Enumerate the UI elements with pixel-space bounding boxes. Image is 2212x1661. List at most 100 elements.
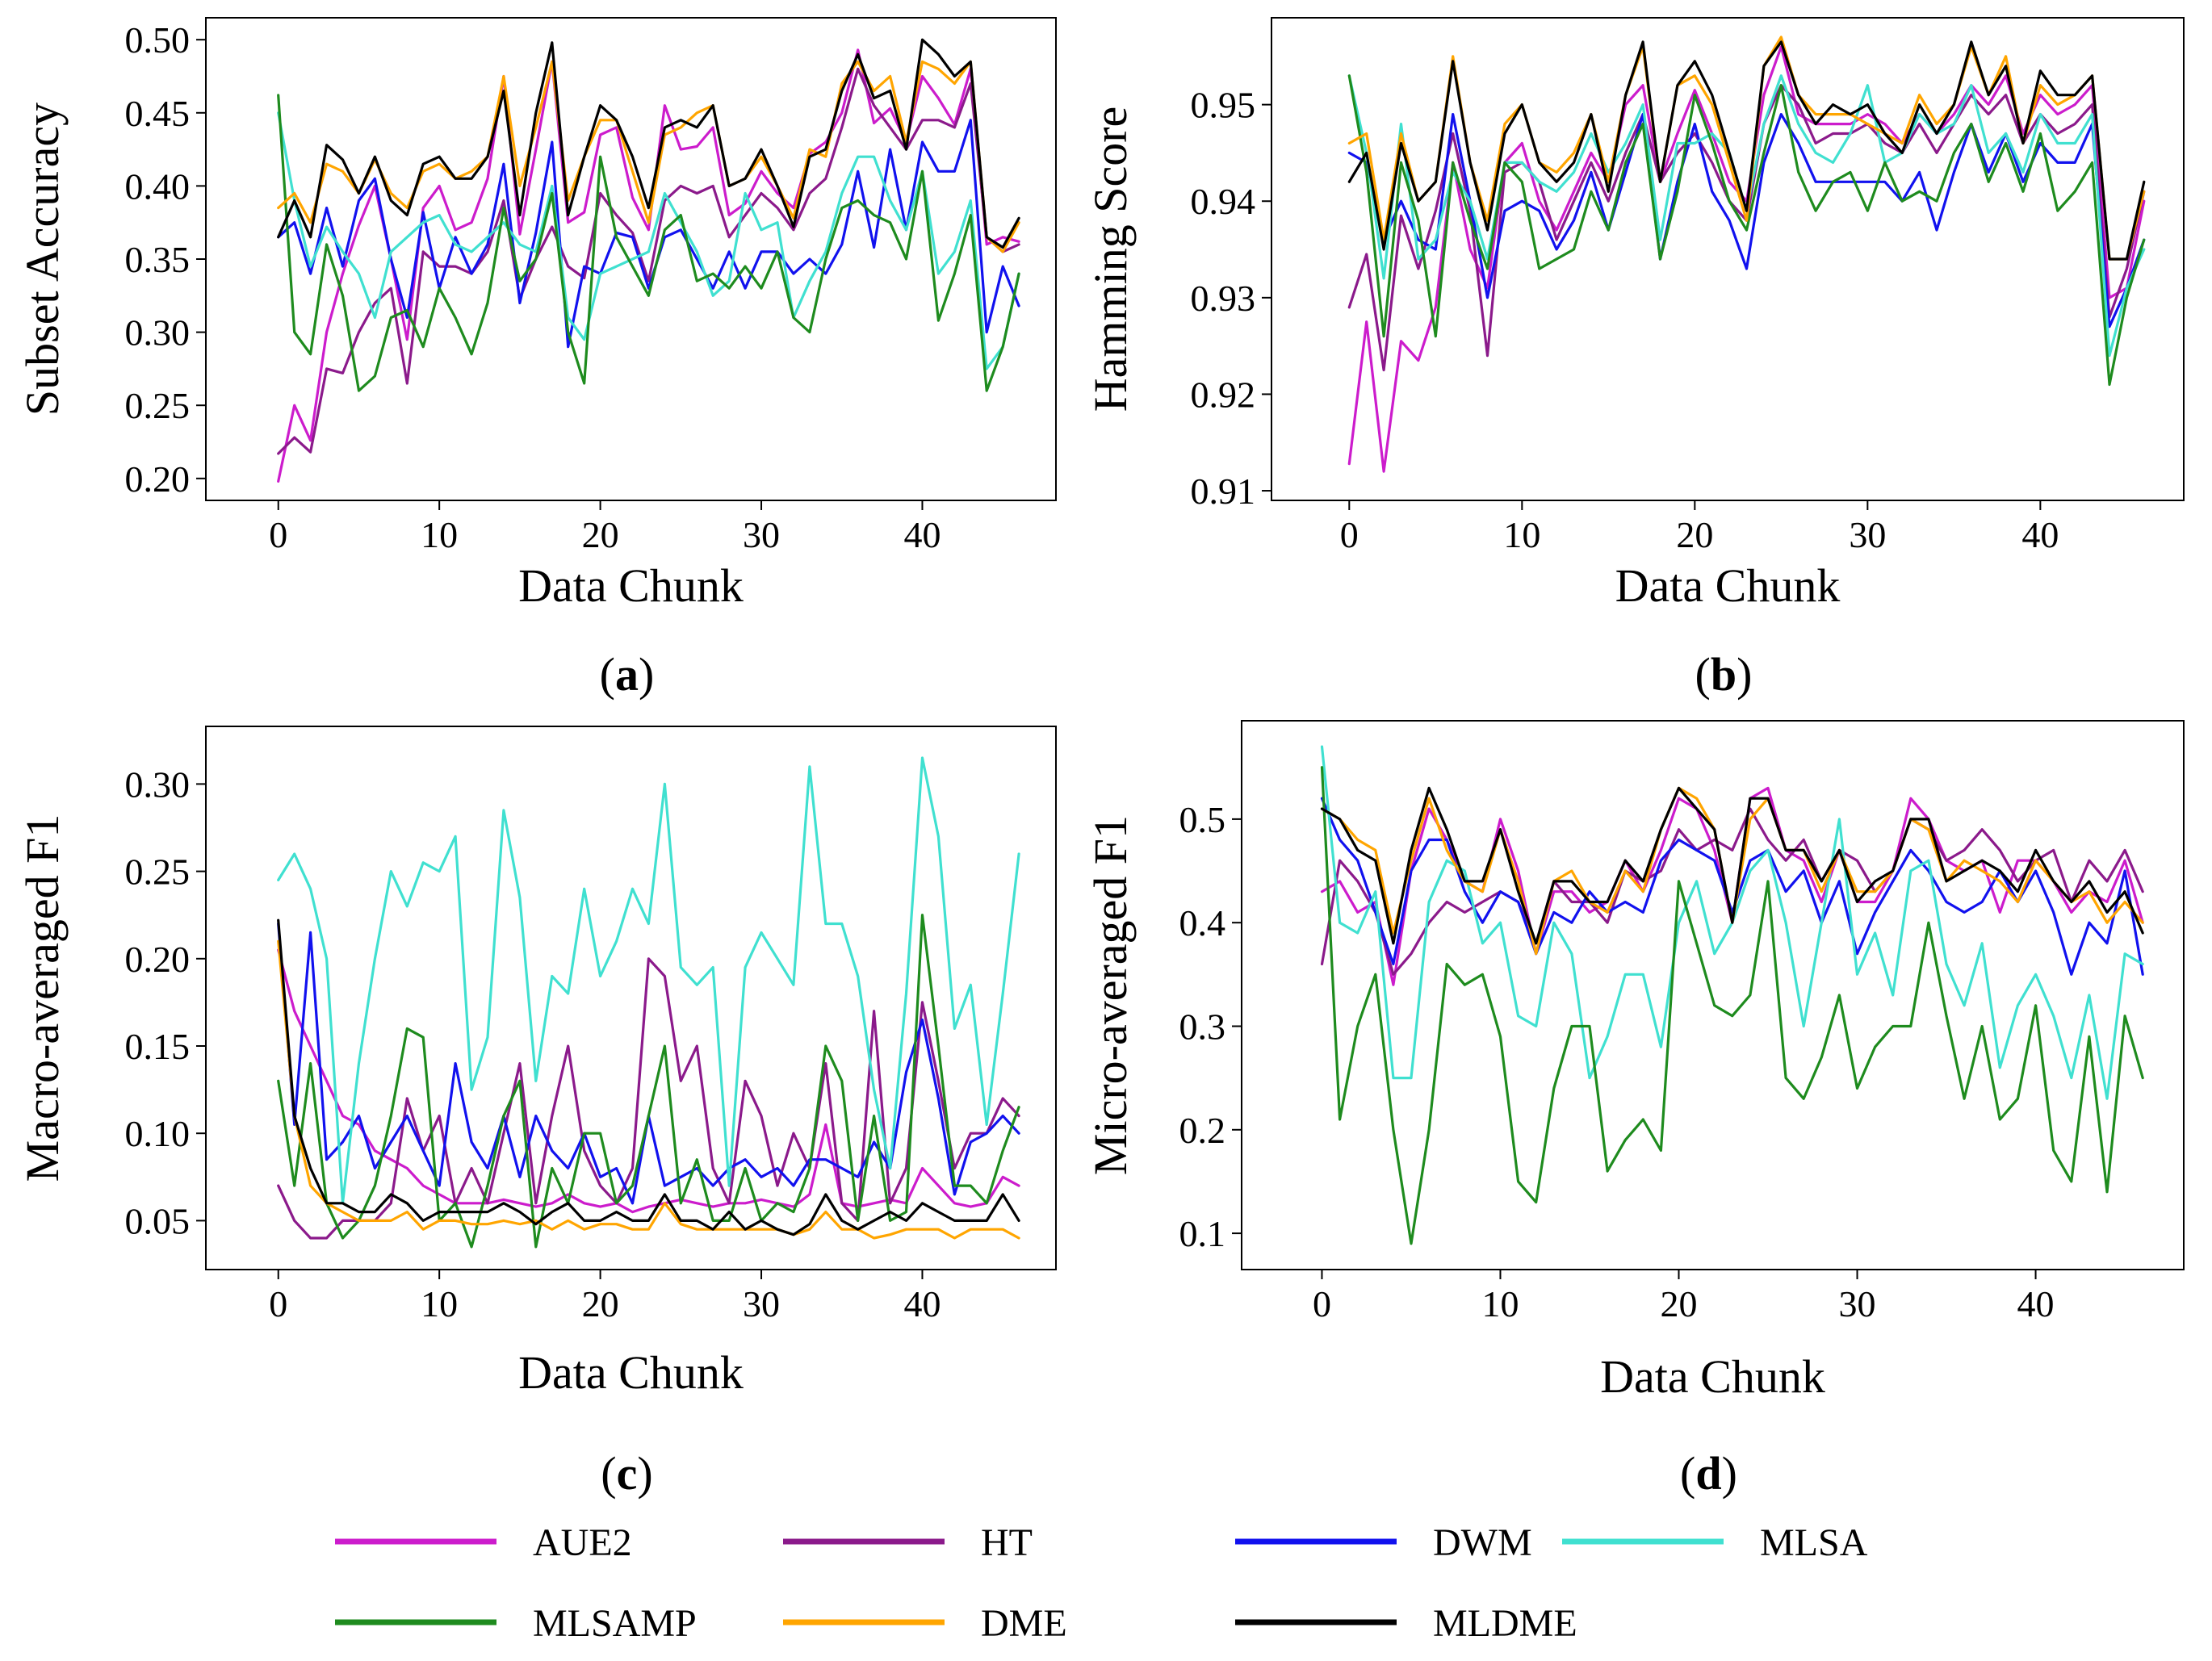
series-line-dme <box>1320 786 2144 956</box>
y-tick-label: 0.15 <box>125 1026 191 1067</box>
x-tick-label: 10 <box>1481 1283 1519 1324</box>
panel-label-letter: a <box>615 648 639 701</box>
panel-label: (d) <box>1680 1447 1737 1500</box>
legend-label: MLSAMP <box>533 1602 697 1645</box>
series-line-aue2 <box>277 48 1020 483</box>
legend-item-mlsa: MLSA <box>1562 1521 1868 1564</box>
y-axis-label: Subset Accuracy <box>16 103 69 416</box>
legend-label: MLDME <box>1433 1602 1577 1645</box>
x-tick-label: 20 <box>1676 514 1713 555</box>
y-axis-label: Macro-averaged F1 <box>16 814 69 1182</box>
x-tick-label: 40 <box>2021 514 2059 555</box>
y-axis-label: Hamming Score <box>1084 107 1137 412</box>
x-tick-label: 30 <box>743 514 780 555</box>
legend-item-mlsamp: MLSAMP <box>335 1602 697 1645</box>
series-line-ht <box>1320 807 2144 976</box>
y-tick-label: 0.30 <box>125 312 191 354</box>
series-line-dwm <box>1347 113 2146 328</box>
y-tick-label: 0.91 <box>1191 471 1256 512</box>
legend-label: MLSA <box>1760 1521 1868 1564</box>
series-line-mlsamp <box>277 914 1020 1249</box>
y-tick-label: 0.20 <box>125 939 191 980</box>
y-tick-label: 0.30 <box>125 764 191 805</box>
y-tick-label: 0.4 <box>1179 902 1226 943</box>
panel-label-letter: d <box>1695 1447 1721 1500</box>
y-tick-label: 0.05 <box>125 1200 191 1241</box>
panel-d-micro-averaged-f1: 0 10 20 30 40 0.1 0.2 0.3 0.4 0.5 Data Chunk Micro-… <box>1084 720 2185 1500</box>
legend-item-dwm: DWM <box>1235 1521 1532 1564</box>
series-line-ht <box>277 957 1020 1240</box>
series-line-mlsa <box>277 111 1020 370</box>
x-tick-label: 0 <box>269 514 287 555</box>
legend-item-ht: HT <box>783 1521 1033 1564</box>
series-line-mldme <box>277 38 1020 249</box>
y-tick-label: 0.40 <box>125 165 191 207</box>
series-line-dme <box>277 60 1020 253</box>
y-tick-label: 0.93 <box>1191 278 1256 319</box>
legend-label: AUE2 <box>533 1521 632 1564</box>
series-line-mlsa <box>277 756 1020 1205</box>
series-line-aue2 <box>277 948 1020 1214</box>
y-tick-label: 0.20 <box>125 458 191 500</box>
panel-label: (a) <box>600 648 655 701</box>
x-axis-label: Data Chunk <box>518 1346 744 1399</box>
x-tick-label: 0 <box>269 1283 287 1324</box>
series-line-dme <box>1347 36 2146 261</box>
series-line-dwm <box>277 119 1020 349</box>
legend-label: DME <box>981 1602 1067 1645</box>
x-tick-label: 0 <box>1340 514 1359 555</box>
y-tick-label: 0.2 <box>1179 1110 1226 1151</box>
x-tick-label: 20 <box>582 1283 619 1324</box>
x-tick-label: 30 <box>1849 514 1886 555</box>
y-tick-label: 0.35 <box>125 239 191 280</box>
panel-label-letter: c <box>617 1447 638 1500</box>
panel-a-subset-accuracy: 0 10 20 30 40 0.20 0.25 0.30 0.35 0.40 0.45 0.50 Dat… <box>16 17 1057 701</box>
panel-label: (c) <box>601 1447 652 1500</box>
x-tick-label: 0 <box>1313 1283 1331 1324</box>
y-axis-label: Micro-averaged F1 <box>1084 815 1137 1175</box>
x-tick-label: 30 <box>743 1283 780 1324</box>
y-tick-label: 0.95 <box>1191 85 1256 126</box>
panel-b-hamming-score: 0 10 20 30 40 0.91 0.92 0.93 0.94 0.95 Data Chunk H… <box>1084 17 2185 701</box>
legend-label: HT <box>981 1521 1033 1564</box>
series-line-aue2 <box>1347 45 2146 473</box>
y-tick-label: 0.94 <box>1191 181 1256 222</box>
plot-frame-b <box>1271 17 2185 501</box>
legend-item-aue2: AUE2 <box>335 1521 632 1564</box>
y-tick-label: 0.5 <box>1179 799 1226 840</box>
legend-item-mldme: MLDME <box>1235 1602 1577 1645</box>
x-tick-label: 40 <box>2017 1283 2055 1324</box>
x-axis-label: Data Chunk <box>1600 1350 1825 1403</box>
series-line-mldme <box>277 918 1020 1236</box>
plot-frame-d <box>1241 720 2185 1270</box>
series-line-dwm <box>1320 797 2144 976</box>
legend: AUE2 HT DWM MLSA MLSAMP DME MLDME <box>335 1521 1868 1645</box>
y-tick-label: 0.3 <box>1179 1006 1226 1047</box>
y-tick-label: 0.45 <box>125 93 191 134</box>
x-tick-label: 20 <box>1661 1283 1698 1324</box>
x-tick-label: 20 <box>582 514 619 555</box>
x-tick-label: 40 <box>903 514 941 555</box>
panel-c-macro-averaged-f1: 0 10 20 30 40 0.05 0.10 0.15 0.20 0.25 0.30 Data Ch… <box>16 726 1057 1500</box>
x-tick-label: 10 <box>421 514 458 555</box>
y-tick-label: 0.25 <box>125 851 191 893</box>
series-line-mldme <box>1320 786 2144 945</box>
x-tick-label: 10 <box>1503 514 1540 555</box>
x-axis-label: Data Chunk <box>518 559 744 612</box>
series-line-mlsamp <box>1347 74 2146 387</box>
y-tick-label: 0.1 <box>1179 1213 1226 1254</box>
x-tick-label: 30 <box>1839 1283 1876 1324</box>
series-line-dme <box>277 939 1020 1240</box>
legend-label: DWM <box>1433 1521 1532 1564</box>
series-line-ht <box>277 67 1020 455</box>
x-tick-label: 10 <box>421 1283 458 1324</box>
panel-label-letter: b <box>1711 648 1737 701</box>
x-tick-label: 40 <box>903 1283 941 1324</box>
series-line-mldme <box>1347 40 2146 261</box>
y-tick-label: 0.92 <box>1191 374 1256 415</box>
y-tick-label: 0.25 <box>125 385 191 426</box>
x-axis-label: Data Chunk <box>1615 559 1841 612</box>
panel-label: (b) <box>1695 648 1753 701</box>
y-tick-label: 0.50 <box>125 19 191 61</box>
